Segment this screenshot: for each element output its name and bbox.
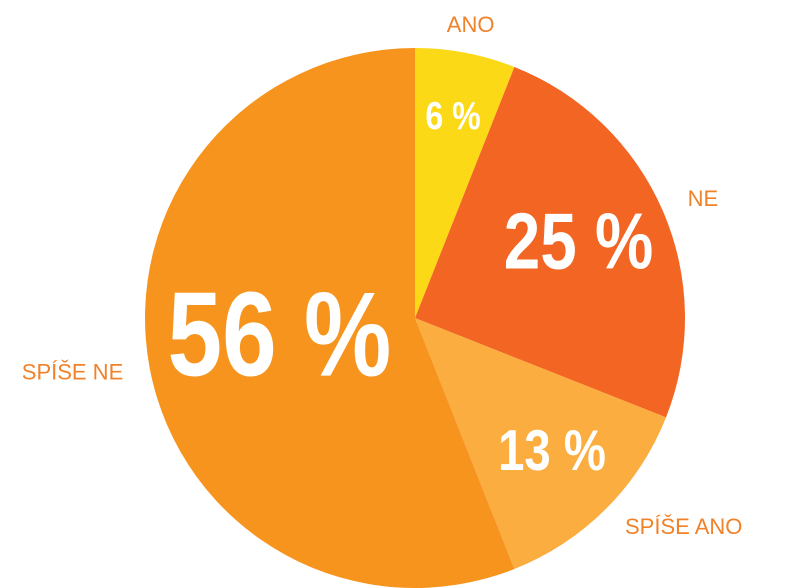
value-label: 6 %: [425, 94, 480, 138]
value-label: 13 %: [498, 419, 606, 484]
category-label: SPÍŠE NE: [22, 359, 123, 384]
value-label: 25 %: [504, 196, 654, 286]
pie-slice: [415, 48, 515, 318]
pie-slice: [144, 48, 515, 588]
category-label: SPÍŠE ANO: [625, 514, 742, 539]
pie-slice: [415, 318, 667, 570]
pie-slice: [415, 66, 685, 418]
value-label: 56 %: [168, 268, 392, 401]
category-label: NE: [688, 186, 719, 211]
category-label: ANO: [447, 12, 495, 37]
